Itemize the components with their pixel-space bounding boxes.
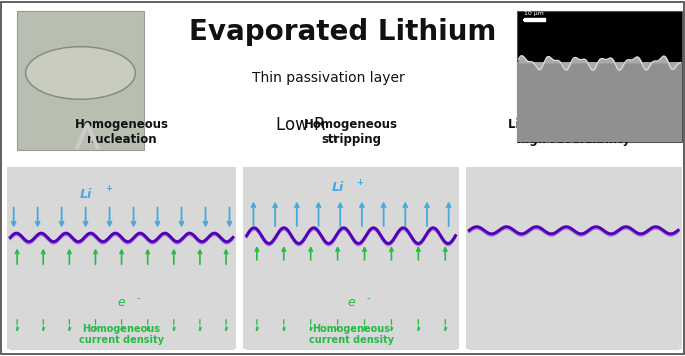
Bar [517, 11, 682, 142]
Text: Li metal anode with
high reversibility: Li metal anode with high reversibility [508, 118, 639, 146]
Bar [243, 167, 459, 349]
Ellipse shape [27, 48, 134, 98]
Text: +: + [356, 178, 364, 187]
Text: -: - [137, 293, 140, 303]
Bar [7, 167, 236, 349]
Text: e: e [118, 296, 125, 309]
Text: ct: ct [327, 134, 338, 143]
Text: Evaporated Lithium: Evaporated Lithium [189, 18, 496, 46]
Bar [466, 167, 682, 349]
Text: Homogeneous
current density: Homogeneous current density [79, 324, 164, 345]
Text: e: e [347, 296, 355, 309]
Bar [517, 62, 682, 142]
Text: Homogeneous
nucleation: Homogeneous nucleation [75, 118, 169, 146]
Text: Li: Li [80, 188, 92, 200]
Text: +: + [105, 184, 112, 193]
Text: Thin passivation layer: Thin passivation layer [253, 71, 405, 85]
Text: Homogeneous
current density: Homogeneous current density [308, 324, 394, 345]
Text: 10 μm: 10 μm [524, 11, 544, 16]
Text: Low R: Low R [276, 116, 325, 134]
Text: -: - [366, 293, 370, 303]
Text: Li: Li [332, 182, 344, 194]
Text: Homogeneous
stripping: Homogeneous stripping [304, 118, 398, 146]
Bar [17, 11, 144, 150]
